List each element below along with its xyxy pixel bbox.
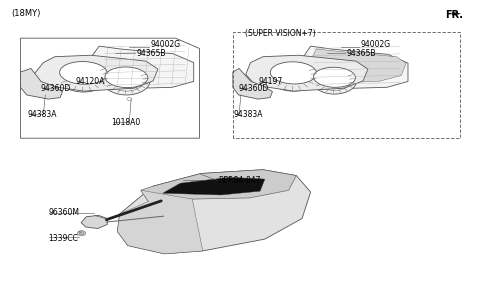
Text: 94383A: 94383A — [234, 110, 264, 119]
Ellipse shape — [105, 67, 148, 88]
Circle shape — [77, 230, 86, 236]
Ellipse shape — [60, 61, 108, 84]
Polygon shape — [82, 46, 194, 89]
Circle shape — [268, 60, 319, 91]
Text: 1339CC: 1339CC — [48, 234, 78, 243]
Polygon shape — [81, 215, 108, 228]
Text: 94383A: 94383A — [28, 110, 57, 119]
Ellipse shape — [313, 67, 356, 87]
Text: 94365B: 94365B — [347, 49, 376, 58]
Text: 94360D: 94360D — [41, 84, 71, 93]
Polygon shape — [21, 69, 62, 99]
Polygon shape — [117, 170, 311, 254]
Text: (18MY): (18MY) — [11, 9, 40, 18]
Text: 96360M: 96360M — [48, 208, 79, 217]
Polygon shape — [34, 55, 158, 91]
Polygon shape — [452, 12, 460, 15]
Polygon shape — [246, 55, 368, 91]
Polygon shape — [117, 190, 203, 254]
Polygon shape — [141, 170, 296, 201]
Polygon shape — [303, 49, 406, 83]
Polygon shape — [163, 177, 265, 195]
Text: 94197: 94197 — [258, 77, 282, 86]
Text: REF.84-847: REF.84-847 — [218, 176, 261, 185]
Text: FR.: FR. — [445, 10, 463, 20]
Text: 1018A0: 1018A0 — [111, 118, 140, 127]
Text: 94002G: 94002G — [361, 40, 391, 49]
Circle shape — [57, 59, 110, 92]
Polygon shape — [294, 46, 408, 89]
Text: 94120A: 94120A — [75, 77, 105, 86]
Polygon shape — [233, 69, 273, 99]
Text: 94365B: 94365B — [136, 49, 166, 58]
Text: 94002G: 94002G — [151, 40, 181, 49]
Circle shape — [103, 66, 150, 95]
Circle shape — [312, 67, 357, 94]
Text: (SUPER VISION+7): (SUPER VISION+7) — [245, 29, 315, 38]
Ellipse shape — [270, 62, 316, 84]
Text: 94360D: 94360D — [239, 84, 269, 93]
